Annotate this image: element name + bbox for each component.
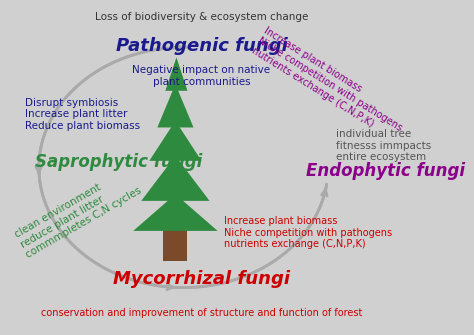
Text: individual tree
fitnesss immpacts
entire ecosystem: individual tree fitnesss immpacts entire… — [336, 129, 431, 162]
Text: Disrupt symbiosis
Increase plant litter
Reduce plant biomass: Disrupt symbiosis Increase plant litter … — [25, 97, 140, 131]
Polygon shape — [149, 121, 201, 161]
Polygon shape — [133, 194, 218, 231]
Text: conservation and improvement of structure and function of forest: conservation and improvement of structur… — [41, 308, 362, 318]
Text: Saprophytic fungi: Saprophytic fungi — [35, 153, 202, 172]
Polygon shape — [141, 156, 210, 201]
Text: Loss of biodiversity & ecosystem change: Loss of biodiversity & ecosystem change — [95, 12, 308, 22]
Text: Negative impact on native
plant communities: Negative impact on native plant communit… — [132, 65, 271, 86]
Text: Endophytic fungi: Endophytic fungi — [306, 162, 465, 180]
Polygon shape — [157, 84, 193, 127]
Text: Increase plant biomass
Niche competition with pathogens
nutrients exchange (C,N,: Increase plant biomass Niche competition… — [250, 25, 410, 143]
Polygon shape — [165, 57, 187, 91]
Text: Increase plant biomass
Niche competition with pathogens
nutrients exchange (C,N,: Increase plant biomass Niche competition… — [224, 216, 392, 249]
Polygon shape — [164, 229, 187, 261]
Text: Mycorrhizal fungi: Mycorrhizal fungi — [113, 270, 290, 288]
Text: clean environment
reduce plant litter
commmpletes C,N cycles: clean environment reduce plant litter co… — [13, 165, 144, 260]
Text: Pathogenic fungi: Pathogenic fungi — [116, 37, 287, 55]
